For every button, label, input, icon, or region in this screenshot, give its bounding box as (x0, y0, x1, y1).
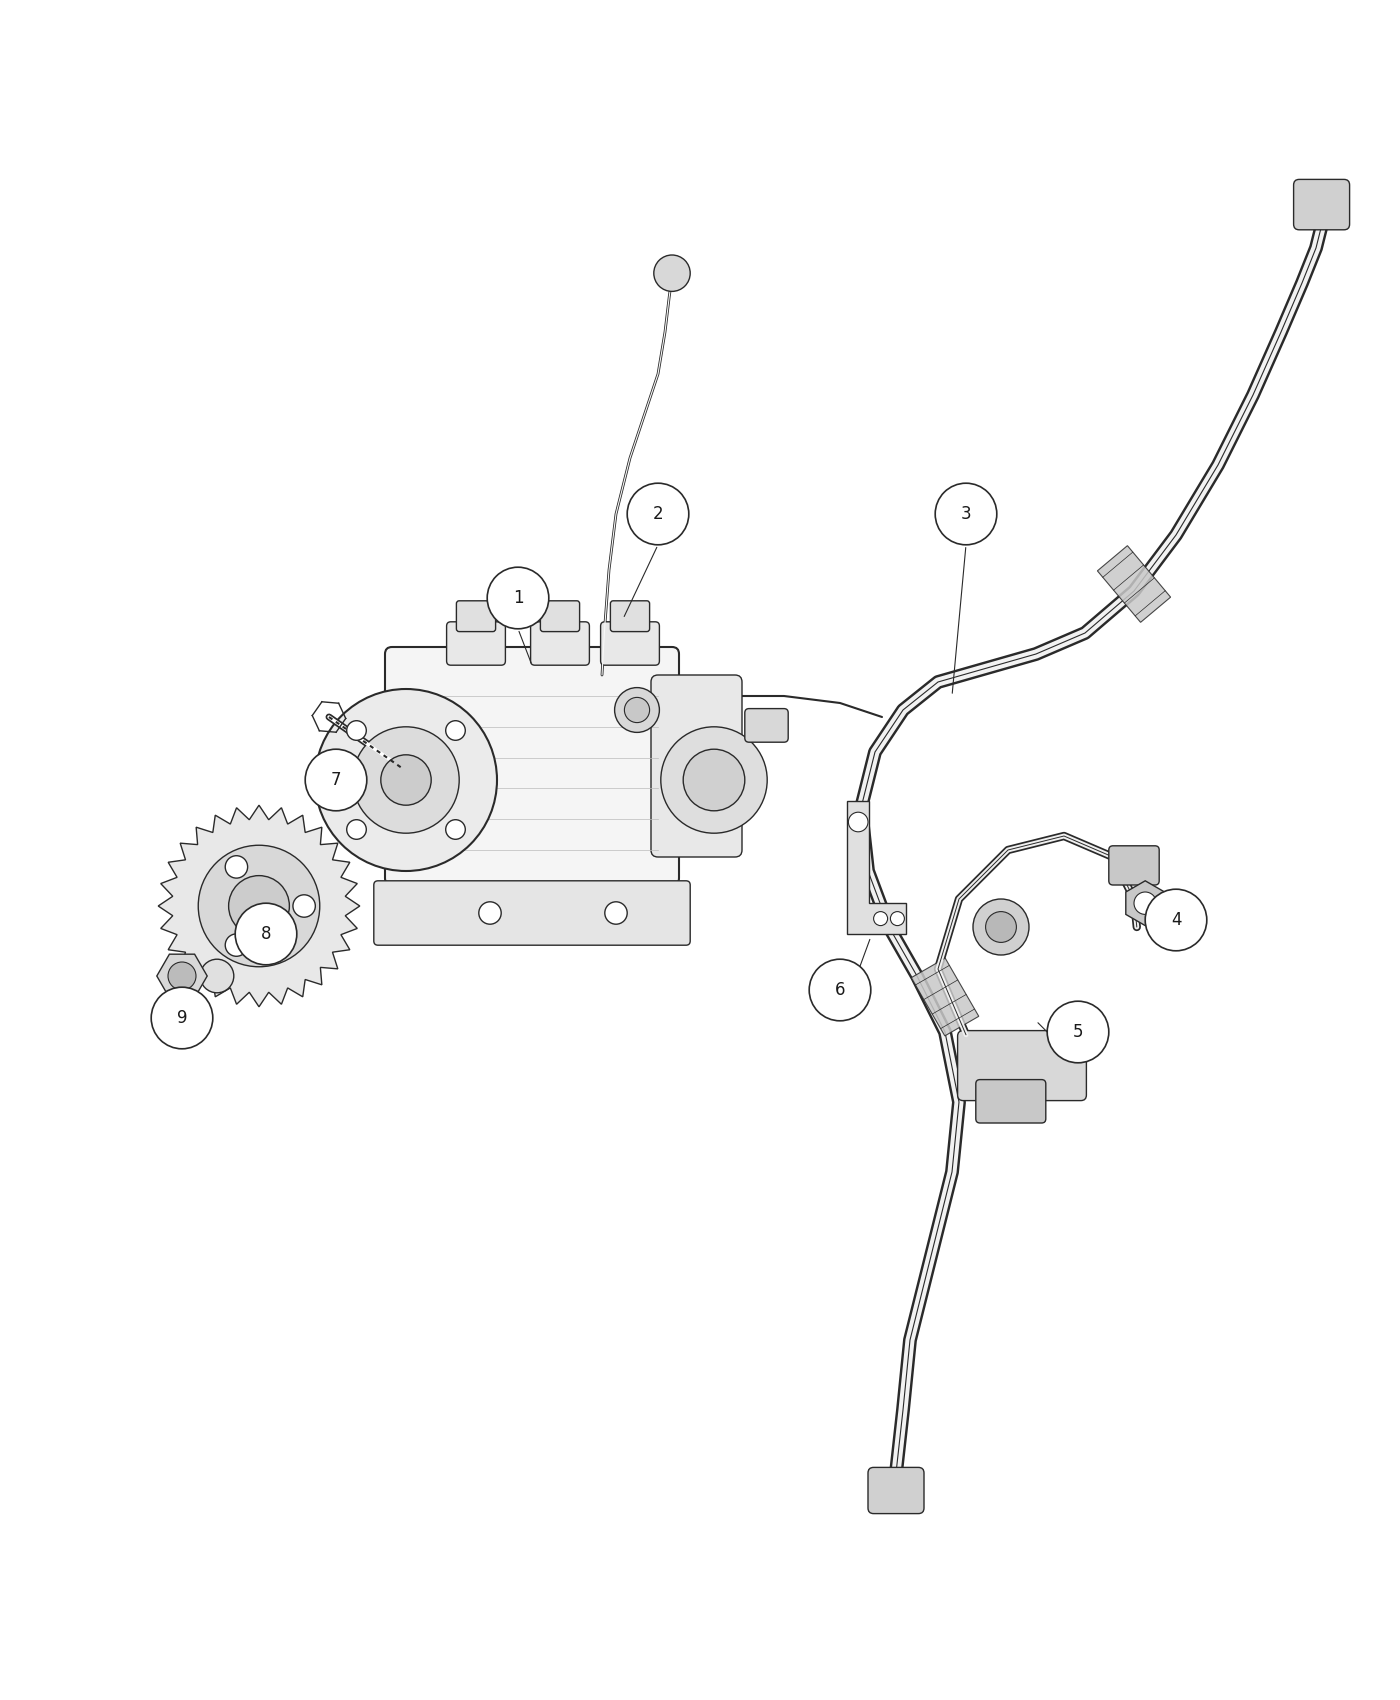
Circle shape (890, 911, 904, 925)
FancyBboxPatch shape (531, 622, 589, 665)
Circle shape (624, 697, 650, 722)
Circle shape (347, 819, 367, 840)
Circle shape (1145, 889, 1207, 950)
Polygon shape (847, 801, 906, 933)
Circle shape (874, 911, 888, 925)
Text: 4: 4 (1170, 911, 1182, 928)
Circle shape (225, 933, 248, 957)
Polygon shape (1098, 546, 1170, 622)
Circle shape (151, 988, 213, 1049)
Circle shape (1134, 892, 1156, 915)
Circle shape (627, 483, 689, 544)
Circle shape (661, 728, 767, 833)
Circle shape (848, 813, 868, 831)
Circle shape (225, 855, 248, 879)
Circle shape (479, 901, 501, 925)
Text: 9: 9 (176, 1010, 188, 1027)
Circle shape (199, 845, 319, 967)
Circle shape (305, 750, 367, 811)
Circle shape (487, 568, 549, 629)
Circle shape (445, 721, 465, 740)
Polygon shape (158, 806, 360, 1006)
FancyBboxPatch shape (651, 675, 742, 857)
Text: 2: 2 (652, 505, 664, 524)
FancyBboxPatch shape (1109, 847, 1159, 886)
Circle shape (935, 483, 997, 544)
Text: 1: 1 (512, 588, 524, 607)
Circle shape (1047, 1001, 1109, 1062)
Circle shape (809, 959, 871, 1020)
Circle shape (654, 255, 690, 291)
FancyBboxPatch shape (958, 1030, 1086, 1100)
Text: 8: 8 (260, 925, 272, 944)
Polygon shape (911, 959, 979, 1035)
FancyBboxPatch shape (385, 648, 679, 886)
Polygon shape (336, 770, 392, 790)
Text: 6: 6 (834, 981, 846, 1000)
Circle shape (228, 876, 290, 937)
Circle shape (445, 819, 465, 840)
FancyBboxPatch shape (540, 600, 580, 632)
FancyBboxPatch shape (610, 600, 650, 632)
FancyBboxPatch shape (374, 881, 690, 945)
Text: 7: 7 (330, 772, 342, 789)
FancyBboxPatch shape (868, 1467, 924, 1513)
FancyBboxPatch shape (456, 600, 496, 632)
FancyBboxPatch shape (745, 709, 788, 743)
FancyBboxPatch shape (1294, 180, 1350, 230)
Circle shape (235, 903, 297, 966)
Circle shape (347, 721, 367, 740)
Circle shape (605, 901, 627, 925)
Circle shape (973, 899, 1029, 955)
FancyBboxPatch shape (976, 1080, 1046, 1124)
Circle shape (315, 688, 497, 870)
Text: 5: 5 (1072, 1023, 1084, 1040)
FancyBboxPatch shape (601, 622, 659, 665)
Circle shape (381, 755, 431, 806)
Circle shape (353, 728, 459, 833)
Text: 3: 3 (960, 505, 972, 524)
Circle shape (683, 750, 745, 811)
Circle shape (168, 962, 196, 989)
Circle shape (615, 687, 659, 733)
Circle shape (986, 911, 1016, 942)
Circle shape (293, 894, 315, 918)
Circle shape (200, 959, 234, 993)
FancyBboxPatch shape (447, 622, 505, 665)
